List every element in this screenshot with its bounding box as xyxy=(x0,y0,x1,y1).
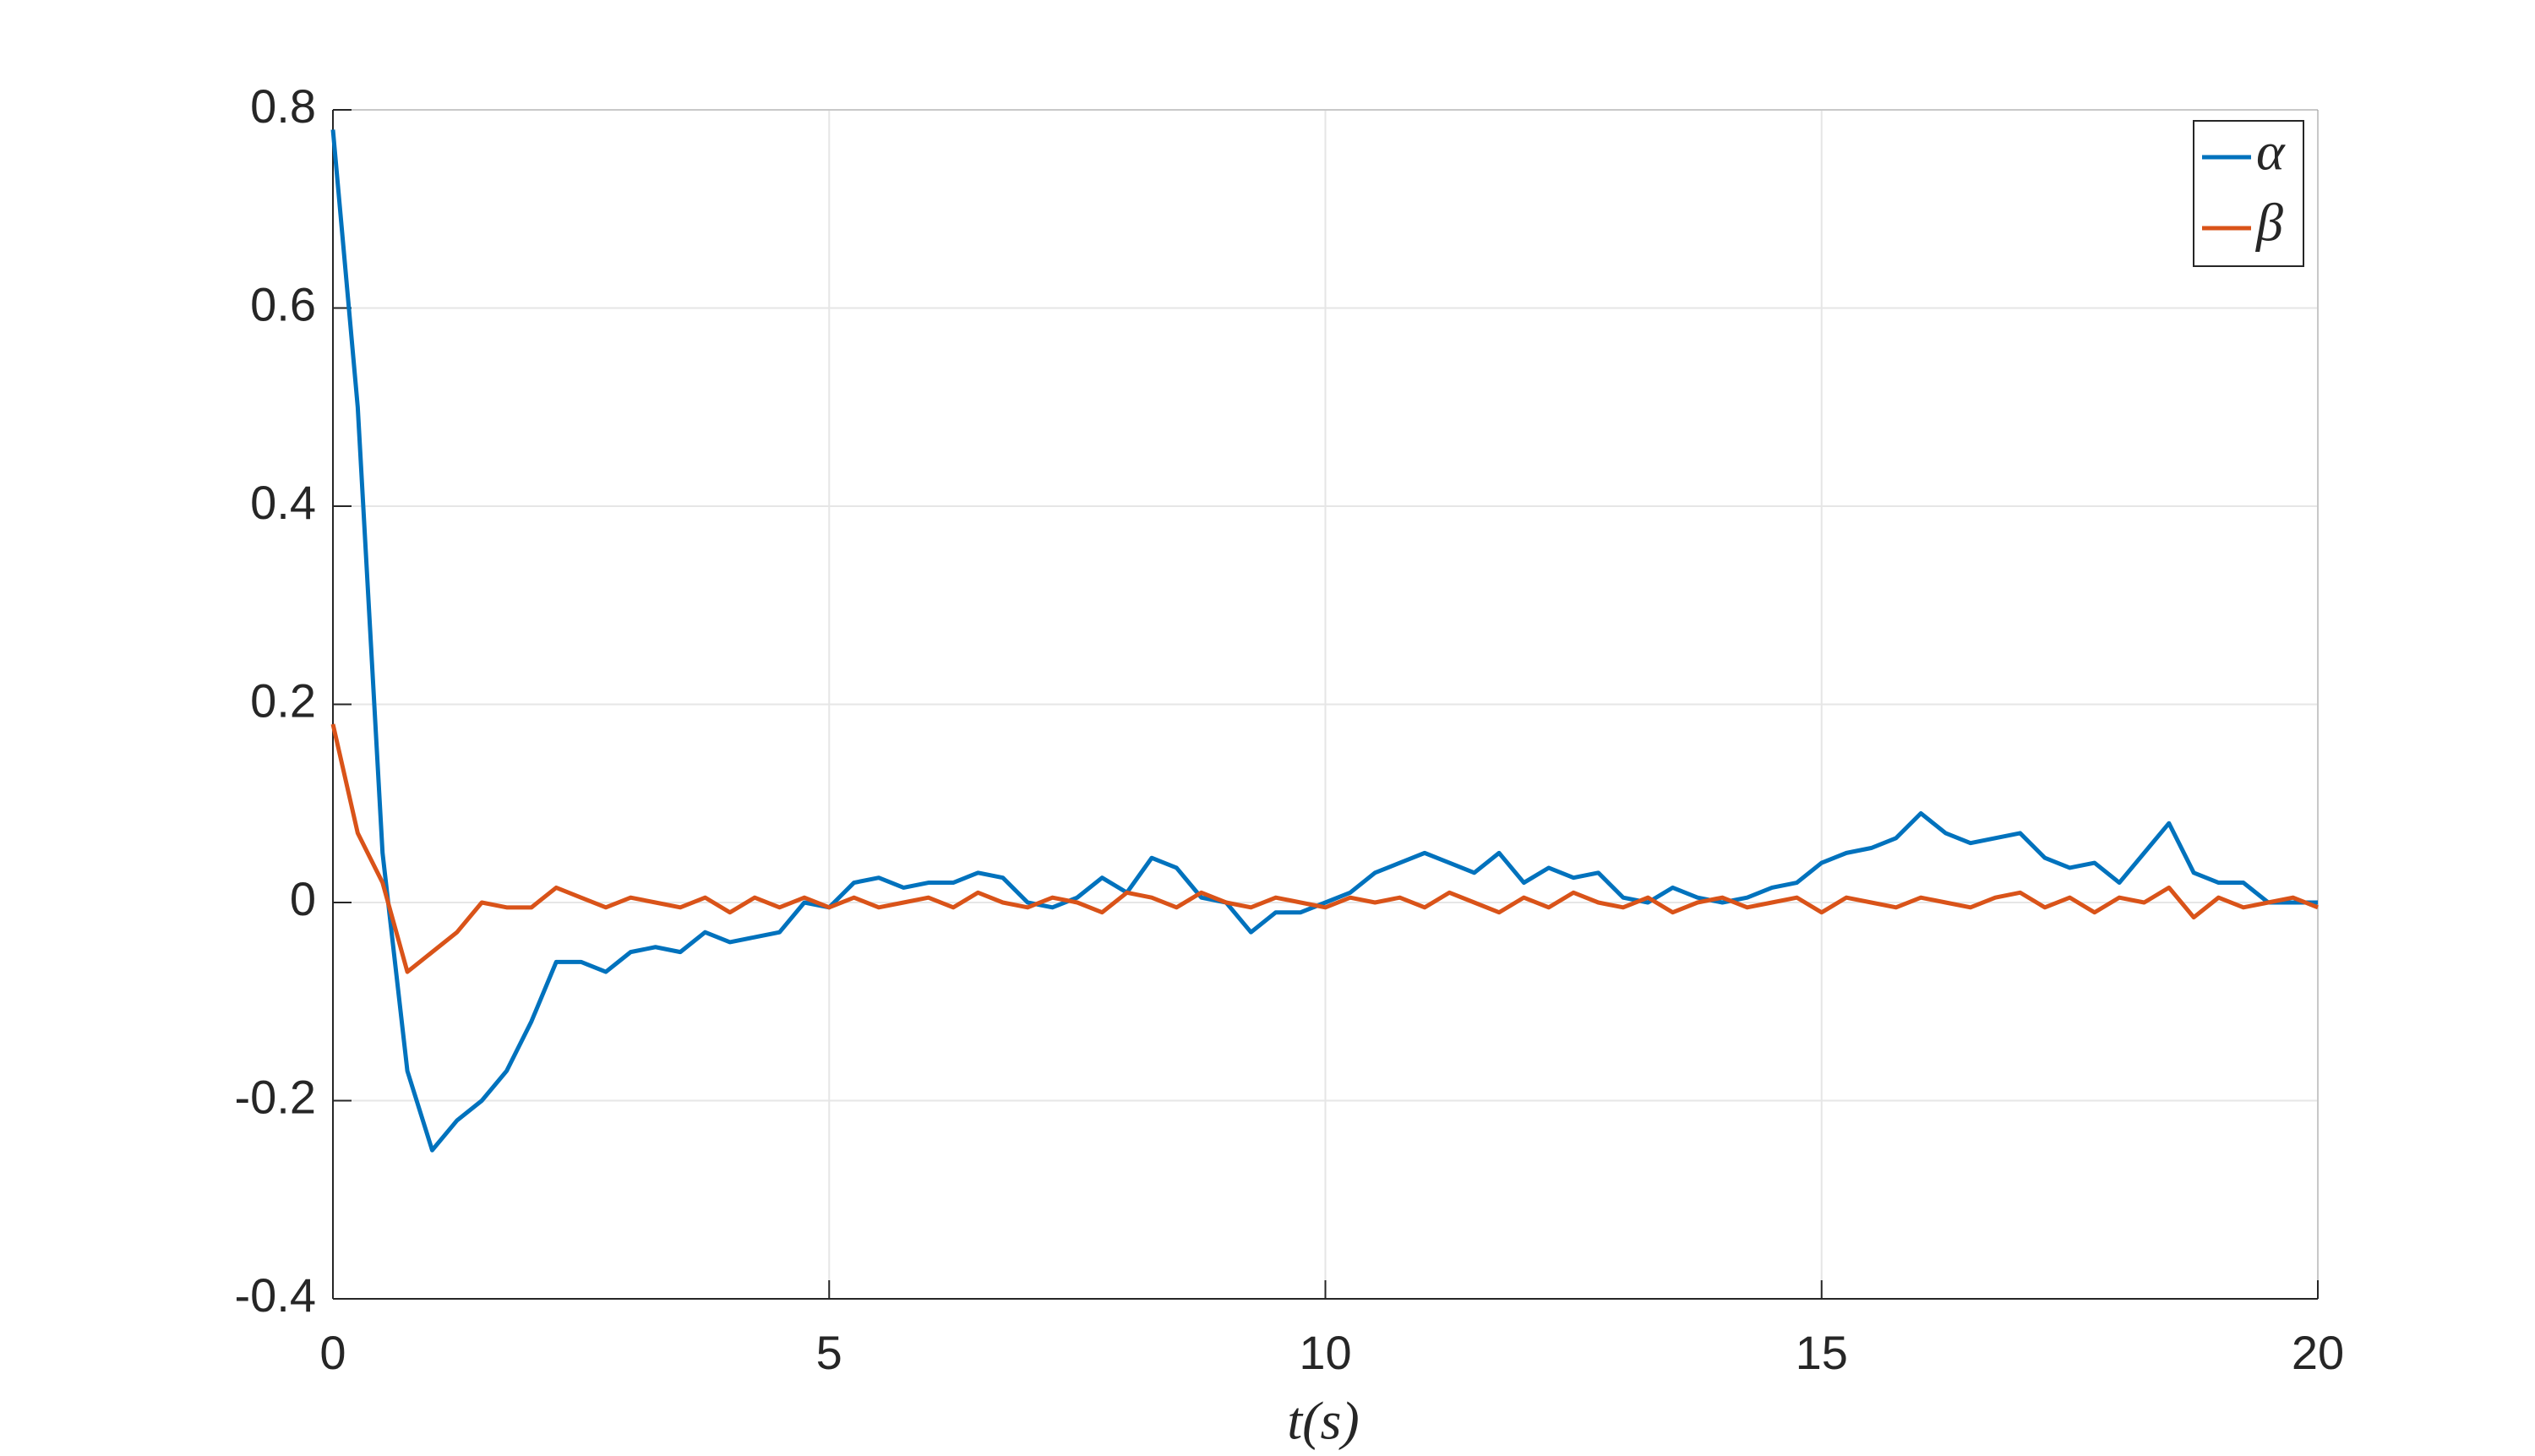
y-tick-label: 0.8 xyxy=(250,79,316,133)
line-series xyxy=(330,723,2319,974)
x-tick-label: 15 xyxy=(1796,1326,1848,1379)
x-tick-label: 5 xyxy=(816,1326,842,1379)
x-tick-label: 0 xyxy=(319,1326,346,1379)
legend-label: α xyxy=(2256,122,2286,182)
y-tick-label: 0.6 xyxy=(250,277,316,330)
x-axis-label: t(s) xyxy=(1287,1391,1359,1451)
y-tick-label: 0.2 xyxy=(250,673,316,727)
y-tick-label: -0.4 xyxy=(235,1268,317,1322)
y-tick-label: 0 xyxy=(290,872,316,925)
x-tick-label: 10 xyxy=(1299,1326,1351,1379)
y-tick-label: -0.2 xyxy=(235,1070,317,1123)
line-series xyxy=(330,129,2318,1153)
y-tick-label: 0.4 xyxy=(250,476,316,529)
legend-label: β xyxy=(2254,193,2283,253)
x-tick-label: 20 xyxy=(2292,1326,2344,1379)
legend-box xyxy=(2193,120,2304,267)
